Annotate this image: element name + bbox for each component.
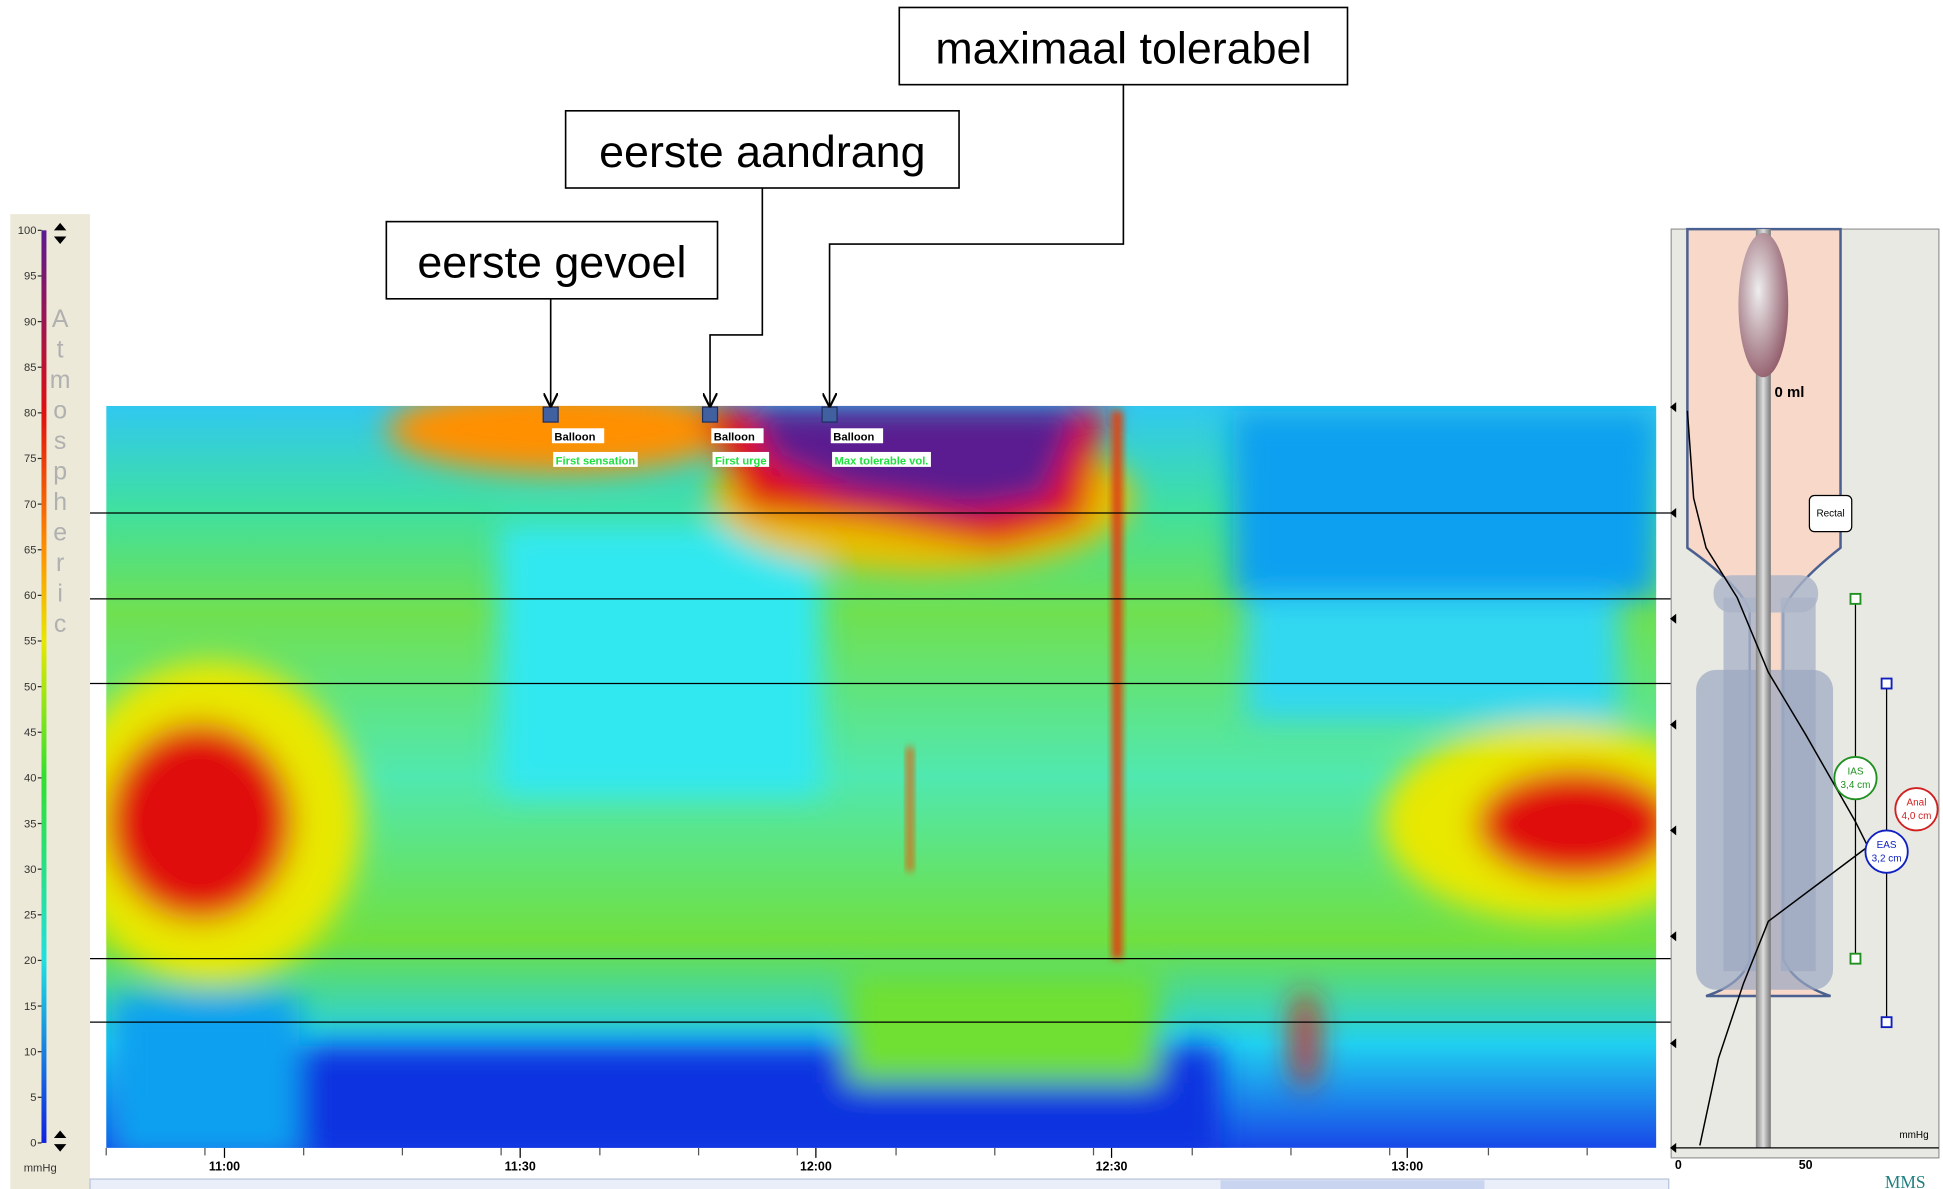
scale-tick-label: 20 xyxy=(24,955,36,967)
event-name: Balloon xyxy=(833,432,874,444)
scale-label: Atmospheric xyxy=(46,305,74,640)
scale-tick-label: 55 xyxy=(24,636,36,648)
events: Balloon First sensation Balloon First urge B… xyxy=(542,406,931,467)
ias-name: IAS xyxy=(1847,766,1863,777)
logo: MMS xyxy=(1885,1172,1926,1189)
event-label: Max tolerable vol. xyxy=(835,455,929,467)
callout: maximaal tolerabel xyxy=(935,23,1311,73)
scale-tick-label: 15 xyxy=(24,1001,36,1013)
time-label: 11:00 xyxy=(209,1159,240,1173)
color-bar xyxy=(41,230,47,1143)
anal-name: Anal xyxy=(1907,798,1927,809)
event-marker[interactable] xyxy=(821,406,838,423)
scale-tick-label: 45 xyxy=(24,727,36,739)
callout: eerste aandrang xyxy=(599,127,925,177)
heatmap xyxy=(106,405,1657,1148)
scale-tick-label: 85 xyxy=(24,362,36,374)
time-label: 11:30 xyxy=(505,1159,536,1173)
scrollbar[interactable] xyxy=(89,1178,1670,1189)
scale-tick-label: 25 xyxy=(24,910,36,922)
scale-ticks: 1009590858075706560555045403530252015105… xyxy=(18,225,42,1150)
event-marker[interactable] xyxy=(701,406,719,423)
event-name-bg xyxy=(551,428,605,444)
probe-axis-tick: 0 xyxy=(1675,1158,1682,1172)
time-label: 12:30 xyxy=(1096,1159,1128,1173)
scrollbar-thumb[interactable] xyxy=(1220,1180,1485,1189)
callout-boxes xyxy=(385,6,1349,300)
probe-unit: mmHg xyxy=(1899,1130,1928,1141)
scale-tick-label: 35 xyxy=(24,818,36,830)
event-name-bg xyxy=(830,428,884,444)
sensor-lines xyxy=(90,512,1937,1023)
scale-tick-label: 5 xyxy=(30,1092,36,1104)
anal-length: 4,0 cm xyxy=(1902,811,1932,822)
scale-tick-label: 10 xyxy=(24,1046,36,1058)
event-label-bg xyxy=(712,451,770,467)
scale-tick-label: 50 xyxy=(24,681,36,693)
event-name-bg xyxy=(711,428,764,444)
volume: 0 ml xyxy=(1775,384,1805,401)
scale-tick-label: 60 xyxy=(24,590,36,602)
scale-tick-label: 40 xyxy=(24,773,36,785)
eas-name: EAS xyxy=(1877,840,1897,851)
scale-tick-label: 95 xyxy=(24,271,36,283)
event-label: First urge xyxy=(715,455,767,467)
event-label: First sensation xyxy=(556,455,636,467)
scale-tick-label: 30 xyxy=(24,864,36,876)
scale-tick-label: 80 xyxy=(24,408,36,420)
event-marker[interactable] xyxy=(542,406,559,423)
scale-unit: mmHg xyxy=(24,1163,57,1175)
rectal-label: Rectal xyxy=(1816,509,1844,520)
time-label: 13:00 xyxy=(1391,1159,1423,1173)
scale-tick-label: 0 xyxy=(30,1138,36,1150)
scale-tick-label: 75 xyxy=(24,453,36,465)
probe-panel xyxy=(1669,227,1940,1159)
scale-tick-label: 90 xyxy=(24,316,36,328)
scale-tick-label: 65 xyxy=(24,544,36,556)
callout: eerste gevoel xyxy=(417,238,686,288)
time-axis: 11:00 11:30 12:00 12:30 13:00 xyxy=(105,1147,1588,1173)
event-label-bg xyxy=(832,451,931,467)
event-name: Balloon xyxy=(714,432,755,444)
scale-panel xyxy=(10,214,91,1189)
scale-tick-label: 70 xyxy=(24,499,36,511)
event-name: Balloon xyxy=(554,432,595,444)
eas-length: 3,2 cm xyxy=(1872,854,1902,865)
time-label: 12:00 xyxy=(800,1159,832,1173)
scale-tick-label: 100 xyxy=(18,225,37,237)
ias-length: 3,4 cm xyxy=(1841,780,1871,791)
callout-lines xyxy=(551,84,1125,406)
event-label-bg xyxy=(553,451,638,467)
probe-axis-tick: 50 xyxy=(1799,1158,1813,1172)
